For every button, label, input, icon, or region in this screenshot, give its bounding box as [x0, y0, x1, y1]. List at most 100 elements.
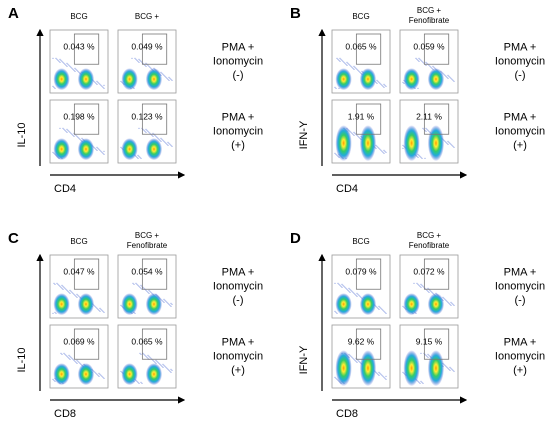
- event-dot: [449, 369, 451, 371]
- event-dot: [376, 79, 378, 81]
- event-dot: [67, 63, 69, 65]
- event-dot: [75, 295, 77, 297]
- event-dot: [54, 311, 56, 313]
- event-dot: [52, 85, 54, 87]
- event-dot: [78, 361, 80, 363]
- event-dot: [77, 70, 79, 72]
- event-dot: [338, 283, 340, 285]
- event-dot: [358, 136, 360, 138]
- population: [335, 125, 352, 162]
- event-dot: [384, 84, 386, 86]
- event-dot: [453, 146, 455, 148]
- event-dot: [147, 64, 149, 66]
- event-dot: [418, 154, 420, 156]
- event-dot: [444, 364, 446, 366]
- event-dot: [384, 311, 386, 313]
- event-dot: [69, 65, 71, 67]
- event-dot: [145, 128, 147, 130]
- population: [427, 125, 445, 162]
- event-dot: [137, 381, 139, 383]
- event-dot: [79, 138, 81, 140]
- event-dot: [432, 65, 434, 67]
- gate: [355, 103, 382, 135]
- event-dot: [444, 74, 446, 76]
- event-dot: [165, 76, 167, 78]
- event-dot: [341, 286, 343, 288]
- event-dot: [64, 287, 66, 289]
- condition-label: (-): [515, 294, 526, 306]
- event-dot: [402, 305, 404, 307]
- condition-label: (-): [233, 69, 244, 81]
- event-dot: [155, 359, 157, 361]
- event-dot: [94, 305, 96, 307]
- event-dot: [94, 147, 96, 149]
- event-dot: [160, 140, 162, 142]
- event-dot: [420, 352, 422, 354]
- event-dot: [143, 129, 145, 131]
- y-axis-label: IL-10: [16, 122, 28, 147]
- event-dot: [62, 127, 64, 129]
- event-dot: [447, 367, 449, 369]
- event-dot: [99, 83, 101, 85]
- event-dot: [144, 64, 146, 66]
- event-dot: [71, 67, 73, 69]
- event-dot: [351, 66, 353, 68]
- event-dot: [342, 60, 344, 62]
- event-dot: [417, 380, 419, 382]
- event-dot: [70, 290, 72, 292]
- event-dot: [139, 286, 141, 288]
- population: [335, 293, 352, 316]
- event-dot: [376, 145, 378, 147]
- event-dot: [380, 373, 382, 375]
- event-dot: [351, 290, 353, 292]
- event-dot: [80, 363, 82, 365]
- event-dot: [420, 59, 422, 61]
- event-dot: [136, 59, 138, 61]
- event-dot: [165, 366, 167, 368]
- event-dot: [165, 142, 167, 144]
- event-dot: [156, 360, 158, 362]
- event-dot: [334, 86, 336, 88]
- event-dot: [376, 372, 378, 374]
- event-dot: [73, 359, 75, 361]
- event-dot: [422, 127, 424, 129]
- event-dot: [140, 287, 142, 289]
- event-dot: [154, 361, 156, 363]
- event-dot: [419, 58, 421, 60]
- event-dot: [140, 60, 142, 62]
- event-dot: [353, 358, 355, 360]
- event-dot: [383, 376, 385, 378]
- event-dot: [146, 290, 148, 292]
- condition-label: Ionomycin: [495, 280, 545, 292]
- event-dot: [334, 310, 336, 312]
- event-dot: [151, 134, 153, 136]
- event-dot: [77, 294, 79, 296]
- event-dot: [167, 368, 169, 370]
- event-dot: [101, 375, 103, 377]
- event-dot: [447, 77, 449, 79]
- gate-percentage: 0.072 %: [413, 266, 445, 276]
- condition-label: (-): [515, 69, 526, 81]
- event-dot: [350, 355, 352, 357]
- event-dot: [354, 293, 356, 295]
- event-dot: [103, 87, 105, 89]
- gate: [141, 328, 168, 360]
- x-axis-label: CD4: [336, 183, 358, 195]
- event-dot: [53, 282, 55, 284]
- event-dot: [164, 141, 166, 143]
- event-dot: [145, 65, 147, 67]
- event-dot: [453, 304, 455, 306]
- event-dot: [415, 57, 417, 59]
- event-dot: [62, 288, 64, 290]
- condition-label: PMA +: [222, 111, 255, 123]
- population: [121, 293, 138, 316]
- gate-percentage: 0.049 %: [131, 41, 163, 51]
- event-dot: [68, 357, 70, 359]
- event-dot: [417, 156, 419, 158]
- event-dot: [341, 283, 343, 285]
- event-dot: [350, 65, 352, 67]
- event-dot: [450, 367, 452, 369]
- event-dot: [452, 79, 454, 81]
- condition-label: PMA +: [222, 41, 255, 53]
- gate-percentage: 0.065 %: [131, 336, 163, 346]
